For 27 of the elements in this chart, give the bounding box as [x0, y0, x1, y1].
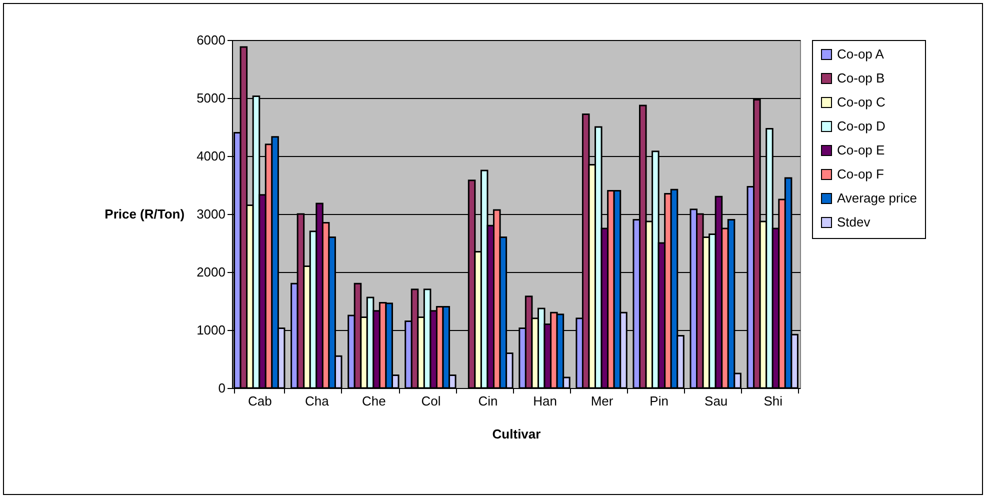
y-tick-label: 2000 [196, 264, 226, 280]
x-tick-label: Mer [590, 394, 614, 408]
x-tick-label: Shi [764, 394, 783, 408]
legend-label: Co-op C [837, 94, 886, 110]
x-tick-label: Sau [704, 394, 728, 408]
y-tick-label: 4000 [196, 148, 226, 164]
y-tick-label: 1000 [196, 322, 226, 338]
x-tick-label: Cab [248, 394, 272, 408]
x-axis-title: Cultivar [492, 426, 541, 442]
legend-label: Co-op F [837, 166, 884, 182]
y-tick-label: 0 [218, 380, 226, 396]
x-tick-label: Han [533, 394, 557, 408]
legend-label: Stdev [837, 214, 871, 230]
x-tick-label: Che [362, 394, 386, 408]
y-tick-label: 6000 [196, 32, 226, 48]
x-tick-label: Cin [478, 394, 498, 408]
y-tick-label: 3000 [196, 206, 226, 222]
legend-label: Co-op E [837, 142, 886, 158]
x-tick-label: Pin [650, 394, 668, 408]
legend-label: Co-op A [837, 46, 884, 62]
y-axis-title: Price (R/Ton) [104, 206, 185, 222]
y-tick-label: 5000 [196, 90, 226, 106]
x-tick-label: Col [421, 394, 441, 408]
legend-label: Co-op D [837, 118, 886, 134]
x-tick-label: Cha [304, 394, 330, 408]
legend-label: Co-op B [837, 70, 885, 86]
legend-label: Average price [837, 190, 917, 206]
